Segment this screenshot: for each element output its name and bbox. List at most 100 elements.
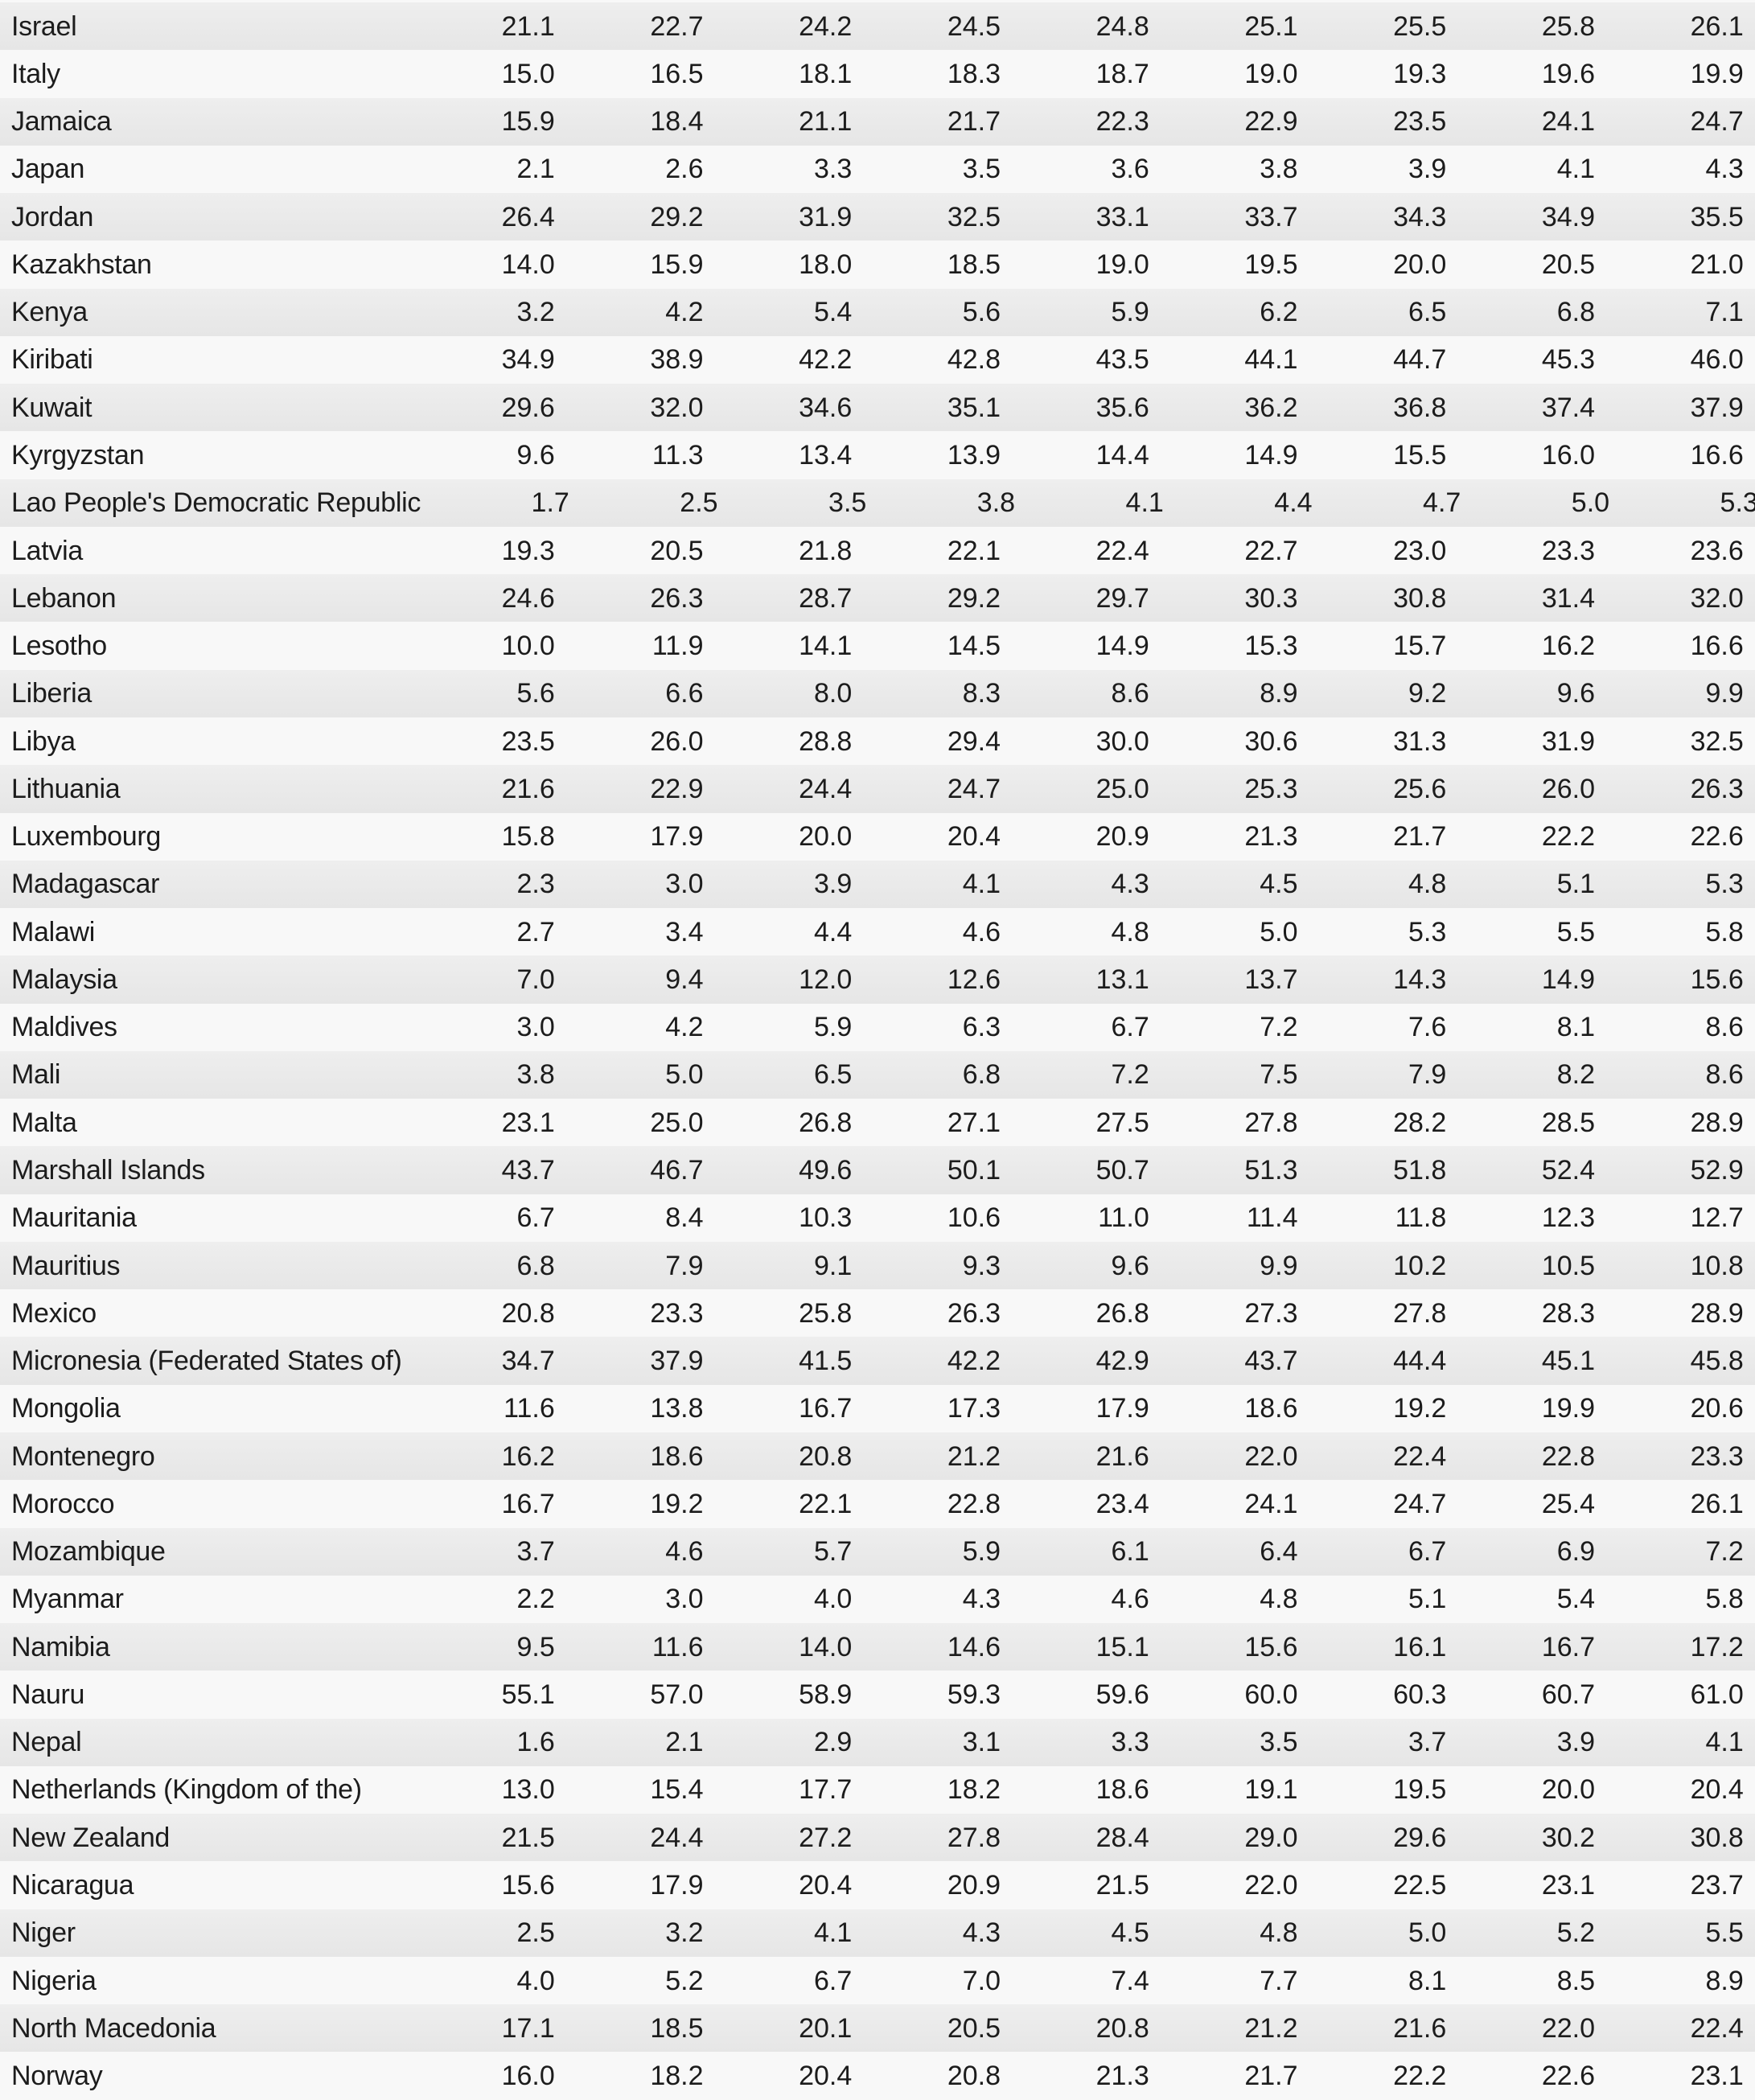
value-cell: 26.3 xyxy=(1690,773,1744,804)
country-name-cell: Marshall Islands xyxy=(11,1155,205,1186)
table-row: Malaysia 7.0 9.4 12.0 12.6 13.1 13.7 14.3 14.9 1… xyxy=(0,955,1755,1004)
value-cell: 18.6 xyxy=(1244,1393,1298,1424)
value-cell: 4.8 xyxy=(1111,916,1149,947)
value-cell: 3.9 xyxy=(1556,1727,1595,1758)
value-cell: 4.4 xyxy=(1274,487,1313,519)
value-cell: 6.6 xyxy=(665,678,704,709)
value-cell: 4.8 xyxy=(1260,1917,1298,1949)
value-cell: 15.7 xyxy=(1393,631,1447,662)
value-cell: 8.4 xyxy=(665,1202,704,1234)
value-cell: 30.0 xyxy=(1095,725,1149,757)
value-cell: 6.7 xyxy=(516,1202,555,1234)
table-row: Mongolia 11.6 13.8 16.7 17.3 17.9 18.6 19.2 19.… xyxy=(0,1384,1755,1432)
value-cell: 51.8 xyxy=(1393,1155,1447,1186)
value-cell: 9.3 xyxy=(962,1250,1001,1281)
value-cell: 20.8 xyxy=(947,2061,1001,2092)
value-cell: 24.1 xyxy=(1541,106,1595,138)
value-cell: 9.6 xyxy=(1111,1250,1149,1281)
value-cell: 14.6 xyxy=(947,1631,1001,1662)
value-cell: 44.4 xyxy=(1393,1346,1447,1377)
value-cell: 16.0 xyxy=(501,2061,555,2092)
value-cell: 3.0 xyxy=(665,1584,704,1615)
value-cell: 6.8 xyxy=(516,1250,555,1281)
value-cell: 12.6 xyxy=(947,964,1001,995)
value-cell: 3.0 xyxy=(665,869,704,900)
country-name-cell: Lao People's Democratic Republic xyxy=(11,487,421,519)
value-cell: 22.2 xyxy=(1541,821,1595,853)
value-cell: 10.2 xyxy=(1393,1250,1447,1281)
value-cell: 7.7 xyxy=(1260,1965,1298,1996)
value-cell: 2.1 xyxy=(665,1727,704,1758)
value-cell: 30.8 xyxy=(1393,582,1447,614)
value-cell: 20.4 xyxy=(799,2061,853,2092)
value-cell: 4.6 xyxy=(962,916,1001,947)
value-cell: 42.2 xyxy=(799,344,853,376)
value-cell: 46.0 xyxy=(1690,344,1744,376)
value-cell: 5.3 xyxy=(1408,916,1447,947)
country-name-cell: Norway xyxy=(11,2061,103,2092)
value-cell: 22.7 xyxy=(650,10,704,42)
value-cell: 36.2 xyxy=(1244,392,1298,423)
value-cell: 16.7 xyxy=(501,1488,555,1519)
value-cell: 6.7 xyxy=(1111,1012,1149,1043)
value-cell: 22.3 xyxy=(1095,106,1149,138)
table-row: Namibia 9.5 11.6 14.0 14.6 15.1 15.6 16.1 16.7 1… xyxy=(0,1623,1755,1671)
value-cell: 27.5 xyxy=(1095,1107,1149,1138)
value-cell: 5.2 xyxy=(665,1965,704,1996)
value-cell: 25.1 xyxy=(1244,10,1298,42)
value-cell: 12.0 xyxy=(799,964,853,995)
value-cell: 21.1 xyxy=(799,106,853,138)
value-cell: 5.1 xyxy=(1408,1584,1447,1615)
country-name-cell: Jamaica xyxy=(11,106,112,138)
value-cell: 1.7 xyxy=(531,487,569,519)
value-cell: 19.2 xyxy=(650,1488,704,1519)
value-cell: 21.2 xyxy=(1244,2012,1298,2044)
country-name-cell: Libya xyxy=(11,725,76,757)
value-cell: 22.8 xyxy=(1541,1440,1595,1472)
value-cell: 24.2 xyxy=(799,10,853,42)
value-cell: 18.2 xyxy=(947,1774,1001,1806)
value-cell: 11.9 xyxy=(651,631,704,662)
value-cell: 4.1 xyxy=(1556,154,1595,185)
value-cell: 22.9 xyxy=(1244,106,1298,138)
value-cell: 21.5 xyxy=(1095,1869,1149,1901)
value-cell: 18.3 xyxy=(947,58,1001,89)
value-cell: 2.7 xyxy=(516,916,555,947)
value-cell: 4.0 xyxy=(516,1965,555,1996)
table-row: Nigeria 4.0 5.2 6.7 7.0 7.4 7.7 8.1 8.5 8.9 xyxy=(0,1956,1755,2005)
value-cell: 25.4 xyxy=(1541,1488,1595,1519)
value-cell: 19.0 xyxy=(1095,249,1149,280)
country-name-cell: Kyrgyzstan xyxy=(11,440,145,471)
value-cell: 9.1 xyxy=(813,1250,853,1281)
value-cell: 3.3 xyxy=(813,154,853,185)
value-cell: 21.8 xyxy=(799,535,853,566)
value-cell: 23.5 xyxy=(1393,106,1447,138)
value-cell: 23.5 xyxy=(501,725,555,757)
value-cell: 14.4 xyxy=(1095,440,1149,471)
value-cell: 3.6 xyxy=(1111,154,1149,185)
value-cell: 60.7 xyxy=(1541,1679,1595,1710)
value-cell: 3.2 xyxy=(516,297,555,328)
value-cell: 6.7 xyxy=(813,1965,853,1996)
value-cell: 5.6 xyxy=(516,678,555,709)
value-cell: 26.0 xyxy=(1541,773,1595,804)
value-cell: 28.5 xyxy=(1541,1107,1595,1138)
value-cell: 37.9 xyxy=(1690,392,1744,423)
country-name-cell: Nigeria xyxy=(11,1965,97,1996)
table-row: New Zealand 21.5 24.4 27.2 27.8 28.4 29.0 29.6… xyxy=(0,1814,1755,1862)
value-cell: 31.9 xyxy=(799,201,853,232)
value-cell: 7.5 xyxy=(1260,1059,1298,1091)
value-cell: 19.9 xyxy=(1541,1393,1595,1424)
value-cell: 11.6 xyxy=(503,1393,555,1424)
value-cell: 16.0 xyxy=(1541,440,1595,471)
value-cell: 22.0 xyxy=(1244,1869,1298,1901)
value-cell: 25.6 xyxy=(1393,773,1447,804)
value-cell: 21.3 xyxy=(1095,2061,1149,2092)
value-cell: 14.9 xyxy=(1095,631,1149,662)
value-cell: 3.9 xyxy=(1408,154,1447,185)
value-cell: 31.9 xyxy=(1541,725,1595,757)
value-cell: 14.9 xyxy=(1541,964,1595,995)
value-cell: 2.2 xyxy=(516,1584,555,1615)
country-name-cell: Malawi xyxy=(11,916,96,947)
value-cell: 20.9 xyxy=(947,1869,1001,1901)
